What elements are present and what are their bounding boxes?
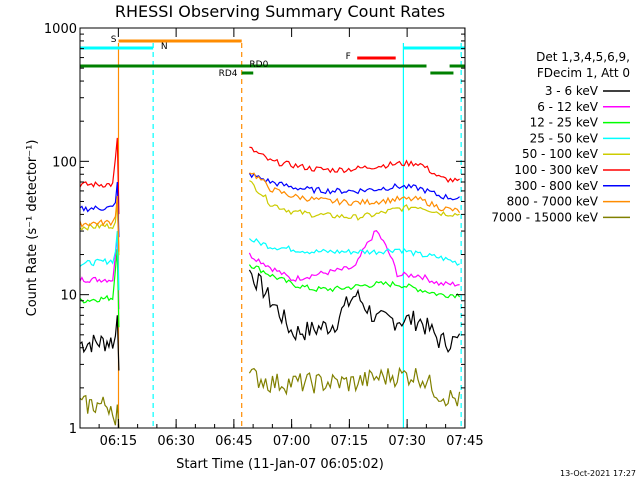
series-line — [79, 201, 120, 256]
y-axis-label: Count Rate (s⁻¹ detector⁻¹) — [25, 140, 40, 317]
series-line — [248, 172, 460, 201]
series-line — [79, 137, 120, 215]
series-line — [248, 238, 460, 266]
x-axis: 06:15 06:30 06:45 07:00 07:15 07:30 07:45 — [98, 28, 484, 449]
chart-title: RHESSI Observing Summary Count Rates — [115, 2, 445, 21]
series-line — [79, 231, 120, 291]
x-tick-label: 06:45 — [215, 434, 252, 449]
legend-header-line-2: FDecim 1, Att 0 — [537, 66, 630, 80]
x-tick-label: 07:45 — [446, 434, 483, 449]
series-line — [248, 269, 461, 354]
x-tick-label: 07:30 — [388, 434, 425, 449]
series-line — [79, 394, 120, 428]
legend-entry-label: 50 - 100 keV — [522, 147, 599, 161]
x-tick-label: 07:00 — [273, 434, 310, 449]
series-line — [248, 366, 461, 407]
timestamp: 13-Oct-2021 17:27 — [560, 469, 636, 478]
flag-label: N — [161, 42, 168, 52]
series-line — [79, 234, 120, 310]
plot-area: S N F RD0 RD4 — [79, 35, 465, 428]
legend-entry-label: 3 - 6 keV — [545, 84, 599, 98]
y-tick-label: 10 — [60, 289, 77, 304]
y-tick-label: 100 — [52, 155, 77, 170]
series-line — [79, 195, 120, 252]
y-axis: 1 10 100 1000 — [44, 22, 465, 437]
y-tick-label: 1 — [69, 422, 77, 437]
x-axis-label: Start Time (11-Jan-07 06:05:02) — [176, 457, 384, 472]
series-line — [79, 181, 120, 238]
legend-entry-label: 12 - 25 keV — [530, 116, 599, 130]
legend-entry-label: 6 - 12 keV — [537, 100, 599, 114]
series-line — [79, 315, 120, 371]
flag-label: RD4 — [219, 69, 238, 79]
x-tick-label: 06:30 — [157, 434, 194, 449]
legend-entry-label: 25 - 50 keV — [530, 131, 599, 145]
series-line — [249, 146, 460, 183]
legend-entry-label: 100 - 300 keV — [514, 163, 598, 177]
series-line — [248, 230, 460, 287]
legend-entry-label: 800 - 7000 keV — [507, 195, 599, 209]
x-tick-label: 06:15 — [100, 434, 137, 449]
flag-label: F — [346, 52, 351, 62]
series-line — [248, 264, 461, 299]
legend-entry-label: 7000 - 15000 keV — [491, 210, 598, 224]
flag-label: RD0 — [249, 60, 268, 70]
flag-label: S — [111, 35, 117, 45]
series-line — [79, 248, 120, 328]
series-line — [249, 172, 461, 214]
y-tick-label: 1000 — [44, 22, 77, 37]
series-line — [249, 180, 460, 221]
legend-entry-label: 300 - 800 keV — [514, 179, 598, 193]
legend-header-line-1: Det 1,3,4,5,6,9, — [536, 50, 630, 64]
plot-frame — [79, 27, 466, 429]
x-tick-label: 07:15 — [331, 434, 368, 449]
